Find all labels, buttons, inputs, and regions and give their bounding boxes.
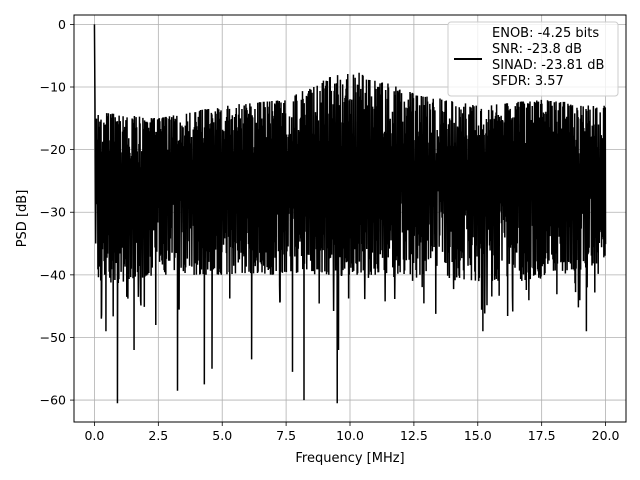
plot-area — [93, 24, 607, 404]
x-axis-label: Frequency [MHz] — [295, 451, 404, 466]
y-tick-label: −10 — [40, 80, 66, 95]
y-tick-label: −50 — [40, 330, 66, 345]
legend: ENOB: -4.25 bits SNR: -23.8 dB SINAD: -2… — [447, 21, 619, 97]
legend-box — [447, 21, 619, 97]
y-tick-label: 0 — [58, 17, 66, 32]
legend-sfdr: SFDR: 3.57 — [492, 74, 564, 89]
x-tick-label: 12.5 — [400, 428, 428, 443]
x-tick-label: 20.0 — [592, 428, 620, 443]
x-tick-label: 17.5 — [528, 428, 556, 443]
x-tick-label: 2.5 — [148, 428, 168, 443]
y-tick-label: −40 — [40, 267, 66, 282]
x-tick-label: 7.5 — [276, 428, 296, 443]
y-tick-label: −60 — [40, 393, 66, 408]
x-tick-label: 0.0 — [84, 428, 104, 443]
legend-enob: ENOB: -4.25 bits — [492, 26, 599, 41]
ticks: 0.0 2.5 5.0 7.5 10.0 12.5 15.0 17.5 20.0 0 −10 −20 −… — [40, 17, 620, 443]
legend-sinad: SINAD: -23.81 dB — [492, 58, 604, 73]
x-tick-label: 5.0 — [212, 428, 232, 443]
x-tick-label: 15.0 — [464, 428, 492, 443]
y-tick-label: −30 — [40, 205, 66, 220]
y-axis-label: PSD [dB] — [15, 190, 30, 248]
legend-snr: SNR: -23.8 dB — [492, 42, 582, 57]
y-tick-label: −20 — [40, 142, 66, 157]
psd-series-line — [93, 24, 607, 404]
x-tick-label: 10.0 — [336, 428, 364, 443]
